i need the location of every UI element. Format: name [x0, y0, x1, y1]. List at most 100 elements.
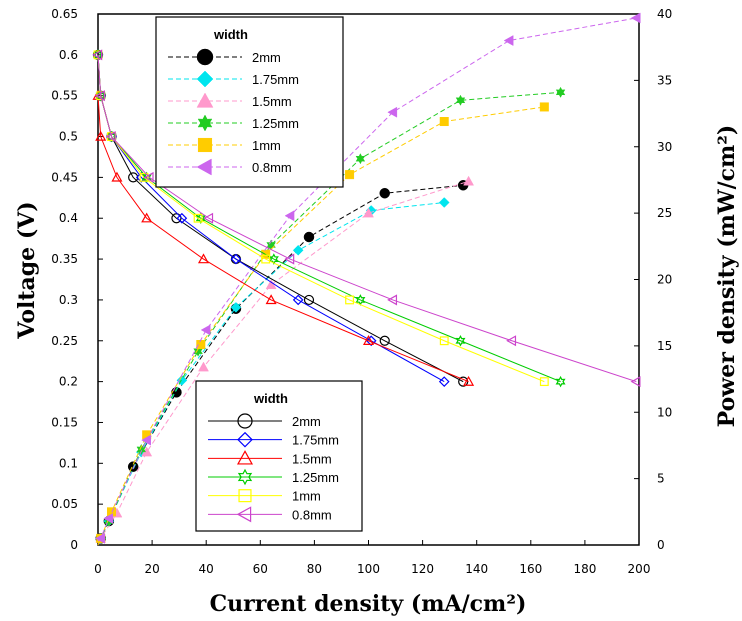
legend-label-1.5mm: 1.5mm [292, 451, 332, 466]
power-line-0.8mm [97, 17, 637, 542]
voltage-point-1.75mm [176, 212, 188, 224]
y-left-tick-label: 0.65 [51, 7, 78, 21]
legend-label-0.8mm: 0.8mm [252, 160, 292, 175]
power-point-2mm [379, 187, 390, 199]
voltage-line-0.8mm [97, 54, 637, 383]
voltage-point-2mm [379, 335, 390, 346]
power-point-1.25mm [355, 153, 366, 165]
voltage-point-0.8mm [630, 376, 641, 388]
y-left-tick-label: 0.5 [59, 130, 78, 144]
voltage-point-1mm [439, 336, 449, 346]
voltage-series-0.8mm [92, 49, 641, 388]
legend-marker-1.25mm [197, 114, 213, 132]
x-tick-label: 180 [573, 562, 596, 576]
voltage-point-1.25mm [555, 375, 566, 388]
legend-box [155, 16, 344, 188]
voltage-point-1.5mm [95, 130, 107, 141]
voltage-point-1mm [261, 254, 271, 264]
legend-marker-1.5mm [196, 92, 214, 108]
voltage-point-1mm [193, 213, 203, 223]
power-point-0.8mm [284, 210, 295, 222]
x-tick-label: 120 [411, 562, 434, 576]
legend-marker-1mm [197, 137, 213, 153]
x-tick-label: 100 [357, 562, 380, 576]
voltage-point-0.8mm [92, 49, 103, 61]
legend-marker-1.75mm [237, 431, 253, 448]
legend-marker-2mm [237, 413, 253, 429]
voltage-point-1.5mm [197, 253, 210, 264]
power-point-1.5mm [363, 207, 374, 218]
legend-marker-0.8mm [196, 158, 212, 176]
voltage-point-1.5mm [111, 171, 123, 182]
power-point-1.5mm [198, 361, 209, 372]
power-point-0.8mm [141, 434, 151, 446]
legend-marker-1.25mm [237, 468, 253, 486]
legend-box [195, 380, 363, 532]
legend-marker-0.8mm [236, 506, 252, 523]
y-axis-right-title: Power density (mW/cm²) [714, 125, 740, 428]
voltage-point-1.75mm [135, 172, 147, 183]
y-right-tick-label: 15 [657, 339, 672, 353]
voltage-point-2mm [171, 213, 182, 224]
power-point-1mm [539, 102, 549, 112]
voltage-point-0.8mm [94, 90, 105, 102]
voltage-point-1.75mm [292, 294, 304, 306]
legend-marker-2mm [196, 48, 214, 66]
voltage-point-2mm [303, 294, 315, 306]
y-left-tick-label: 0.6 [59, 48, 78, 62]
y-left-tick-label: 0.1 [59, 456, 78, 470]
voltage-point-1.25mm [195, 212, 206, 225]
power-point-2mm [303, 231, 315, 243]
voltage-legend: width 2mm 1.75mm 1.5mm 1.25mm 1mm 0.8mm [195, 380, 363, 532]
voltage-point-1mm [345, 295, 354, 305]
x-tick-label: 140 [465, 562, 488, 576]
y-left-tick-label: 0.25 [51, 334, 78, 348]
y-left-tick-label: 0.45 [51, 170, 78, 184]
voltage-point-1.5mm [463, 375, 475, 386]
y-left-tick-label: 0.15 [51, 415, 78, 429]
voltage-point-1.5mm [141, 212, 153, 223]
voltage-point-0.8mm [143, 171, 154, 183]
power-point-1.25mm [555, 86, 566, 98]
legend-label-0.8mm: 0.8mm [292, 507, 332, 522]
voltage-point-1mm [539, 377, 549, 387]
x-tick-label: 200 [628, 562, 651, 576]
voltage-point-1.5mm [362, 335, 375, 345]
power-point-0.8mm [200, 324, 211, 336]
power-point-1mm [345, 170, 355, 180]
legend-label-1.25mm: 1.25mm [252, 116, 299, 131]
power-legend: width 2mm 1.75mm 1.5mm 1.25mm 1mm 0.8mm [155, 16, 344, 188]
x-tick-label: 0 [94, 562, 102, 576]
voltage-point-1.75mm [230, 253, 242, 265]
power-point-0.8mm [95, 532, 105, 544]
legend-label-1mm: 1mm [252, 138, 281, 153]
legend-marker-1mm [238, 489, 252, 503]
voltage-point-1.75mm [438, 376, 450, 387]
power-point-1.25mm [455, 94, 466, 106]
voltage-point-0.8mm [506, 335, 517, 347]
voltage-point-2mm [128, 172, 139, 183]
power-point-1.25mm [136, 443, 147, 455]
y-right-tick-label: 40 [657, 7, 672, 21]
power-series-0.8mm [95, 12, 641, 544]
y-right-tick-label: 20 [657, 273, 672, 287]
legend-label-2mm: 2mm [252, 50, 281, 65]
x-tick-label: 60 [253, 562, 268, 576]
power-point-1mm [439, 117, 449, 127]
power-point-1.75mm [230, 302, 242, 313]
legend-title: width [253, 391, 288, 406]
legend-title: width [213, 27, 248, 42]
y-right-tick-label: 30 [657, 140, 672, 154]
axis-ticks: 0 20 40 60 80 100 120 140 160 180 20000.050.10.150… [51, 7, 672, 576]
legend-label-1mm: 1mm [292, 489, 321, 504]
y-left-tick-label: 0 [70, 538, 78, 552]
voltage-line-1.5mm [97, 95, 469, 383]
x-tick-label: 80 [307, 562, 322, 576]
y-right-tick-label: 10 [657, 405, 672, 419]
y-right-tick-label: 35 [657, 73, 672, 87]
power-point-0.8mm [630, 12, 641, 24]
voltage-point-1.5mm [265, 294, 277, 305]
voltage-point-1mm [139, 172, 149, 182]
legend-marker-1.75mm [196, 70, 214, 88]
